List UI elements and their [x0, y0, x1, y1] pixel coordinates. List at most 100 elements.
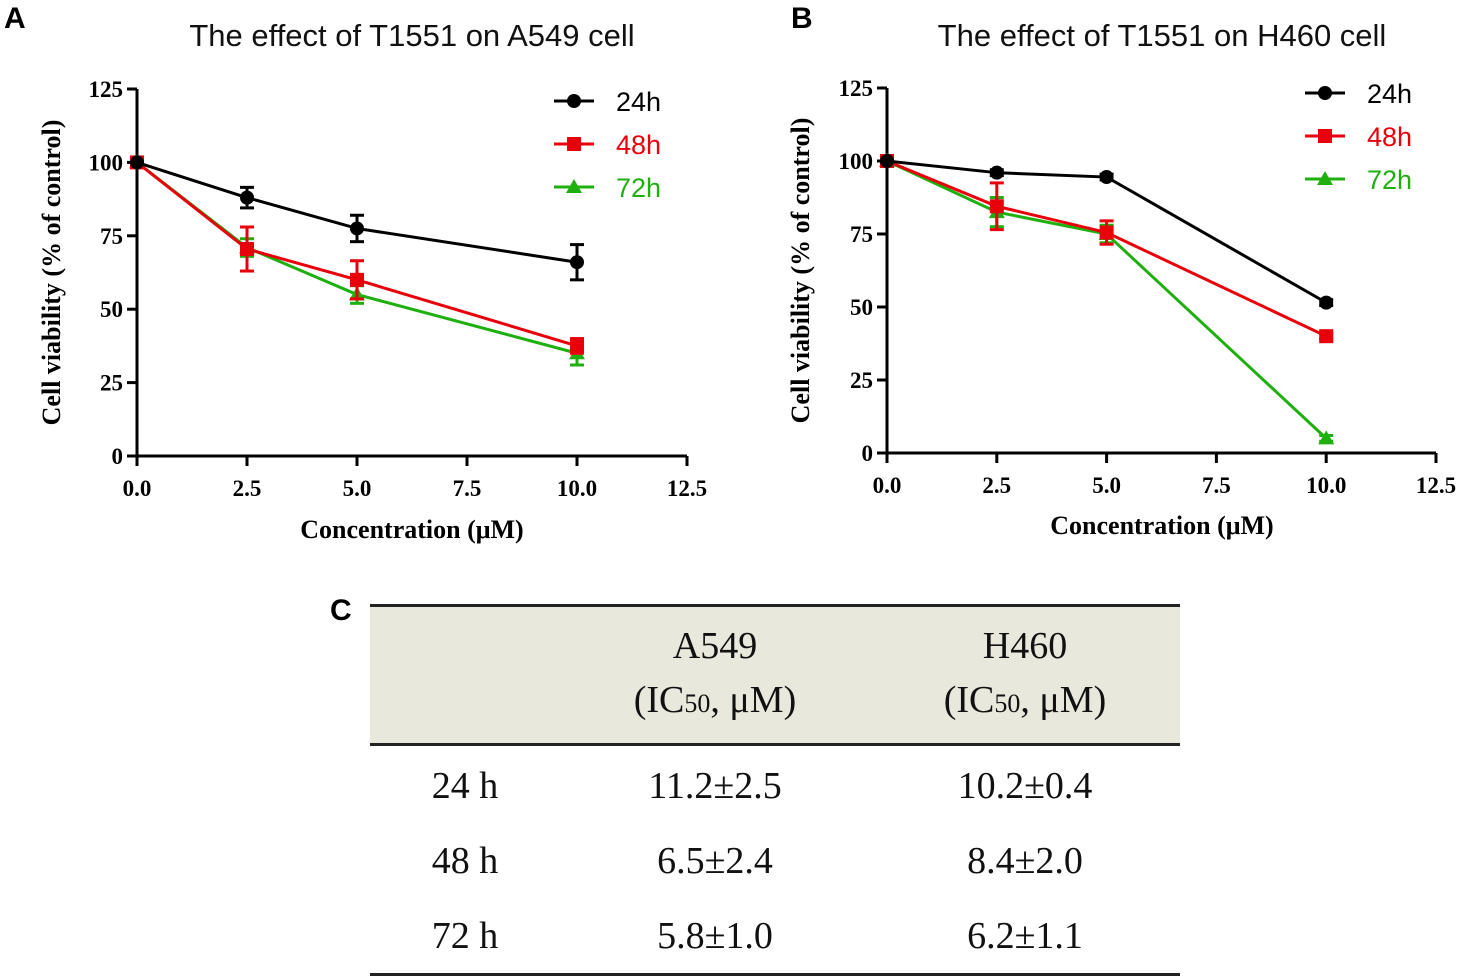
legend-entry-72h: 72h [1305, 165, 1412, 195]
x-tick-label: 0.0 [873, 473, 902, 498]
header-name: A549 [672, 625, 758, 667]
data-point [1319, 329, 1334, 344]
series-24h [880, 154, 1334, 310]
data-point [350, 272, 364, 287]
legend-label: 72h [1367, 165, 1412, 195]
table-header-h460: H460 (IC50, μM) [870, 606, 1180, 745]
legend-entry-24h: 24h [554, 87, 661, 117]
y-tick-label: 25 [850, 368, 873, 393]
legend-entry-48h: 48h [1305, 122, 1412, 152]
series-line [886, 159, 1327, 304]
header-unit-close: , μM) [710, 679, 797, 721]
x-tick-label: 10.0 [557, 476, 597, 501]
data-point [130, 155, 144, 170]
y-tick-label: 100 [839, 149, 874, 174]
table-row: 24 h 11.2±2.5 10.2±0.4 [370, 745, 1180, 824]
data-point [240, 190, 254, 205]
data-point [350, 221, 364, 236]
series-line [886, 159, 1328, 440]
data-point [880, 154, 894, 168]
chart-title: The effect of T1551 on H460 cell [938, 18, 1387, 53]
y-tick-label: 125 [839, 76, 874, 101]
legend-entry-48h: 48h [554, 130, 661, 160]
data-point [240, 242, 254, 257]
chart-title: The effect of T1551 on A549 cell [189, 18, 634, 53]
x-axis-label: Concentration (μM) [1050, 511, 1273, 540]
cell-a549: 11.2±2.5 [648, 764, 782, 807]
x-tick-label: 12.5 [667, 476, 707, 501]
x-tick-label: 2.5 [233, 476, 262, 501]
x-tick-label: 12.5 [1416, 473, 1456, 498]
y-tick-label: 100 [89, 150, 124, 175]
panel-label-b: B [791, 2, 813, 35]
cell-h460: 8.4±2.0 [967, 839, 1083, 882]
legend-marker [1318, 86, 1332, 100]
data-point [989, 199, 1004, 214]
y-tick-label: 50 [100, 297, 123, 322]
series-line [136, 161, 578, 348]
y-tick-label: 75 [100, 224, 123, 249]
data-point [1318, 430, 1335, 445]
y-axis-label: Cell viability (% of control) [786, 118, 815, 424]
row-label: 48 h [431, 839, 499, 882]
data-point [989, 165, 1004, 180]
cell-a549: 6.5±2.4 [657, 839, 773, 882]
legend-marker [1317, 171, 1333, 185]
legend-label: 72h [616, 173, 661, 203]
legend-marker [567, 94, 581, 108]
cell-h460: 10.2±0.4 [957, 764, 1093, 807]
x-tick-label: 5.0 [343, 476, 372, 501]
series-line [886, 159, 1327, 338]
legend-marker [567, 137, 581, 151]
header-name: H460 [982, 625, 1068, 667]
chart-h460: The effect of T1551 on H460 cell 0 25 50 75 1… [786, 18, 1456, 540]
table-header-a549: A549 (IC50, μM) [560, 606, 870, 745]
legend-label: 24h [1367, 79, 1412, 109]
data-point [1319, 295, 1334, 310]
x-tick-label: 7.5 [1202, 473, 1231, 498]
legend-label: 24h [616, 87, 661, 117]
y-tick-label: 25 [100, 371, 123, 396]
x-tick-label: 7.5 [453, 476, 482, 501]
y-tick-label: 50 [850, 295, 873, 320]
series-24h [130, 155, 584, 282]
header-unit-open: (IC [943, 679, 995, 721]
x-tick-label: 10.0 [1306, 473, 1346, 498]
legend-marker [566, 179, 582, 193]
legend-marker [1318, 129, 1332, 143]
series-72h [879, 153, 1335, 445]
ic50-table: A549 (IC50, μM) H460 (IC50, μM) 24 h 11.… [370, 604, 1180, 976]
data-point [570, 255, 584, 270]
table-row: 72 h 5.8±1.0 6.2±1.1 [370, 898, 1180, 975]
legend-label: 48h [616, 130, 661, 160]
x-tick-label: 5.0 [1092, 473, 1121, 498]
table-header-empty [370, 606, 560, 745]
table-row: 48 h 6.5±2.4 8.4±2.0 [370, 823, 1180, 898]
chart-a549: The effect of T1551 on A549 cell 0 25 50 75 1… [37, 18, 707, 544]
legend-entry-72h: 72h [554, 173, 661, 203]
data-point [1099, 225, 1114, 240]
x-tick-label: 2.5 [982, 473, 1011, 498]
y-tick-label: 0 [112, 444, 124, 469]
panel-label-a: A [4, 2, 26, 35]
data-point [570, 338, 584, 353]
x-tick-label: 0.0 [123, 476, 152, 501]
y-axis-label: Cell viability (% of control) [37, 120, 66, 426]
y-tick-label: 0 [862, 441, 874, 466]
data-point [1099, 170, 1114, 185]
row-label: 72 h [431, 914, 499, 957]
cell-h460: 6.2±1.1 [967, 914, 1083, 957]
header-unit-sub: 50 [684, 689, 711, 718]
legend-label: 48h [1367, 122, 1412, 152]
y-tick-label: 75 [850, 222, 873, 247]
y-tick-label: 125 [89, 77, 124, 102]
row-label: 24 h [431, 764, 499, 807]
series-line [136, 160, 578, 264]
table-header-row: A549 (IC50, μM) H460 (IC50, μM) [370, 605, 1180, 745]
legend-entry-24h: 24h [1305, 79, 1412, 109]
header-unit-close: , μM) [1020, 679, 1107, 721]
cell-a549: 5.8±1.0 [657, 914, 773, 957]
header-unit-open: (IC [633, 679, 685, 721]
header-unit-sub: 50 [994, 689, 1021, 718]
